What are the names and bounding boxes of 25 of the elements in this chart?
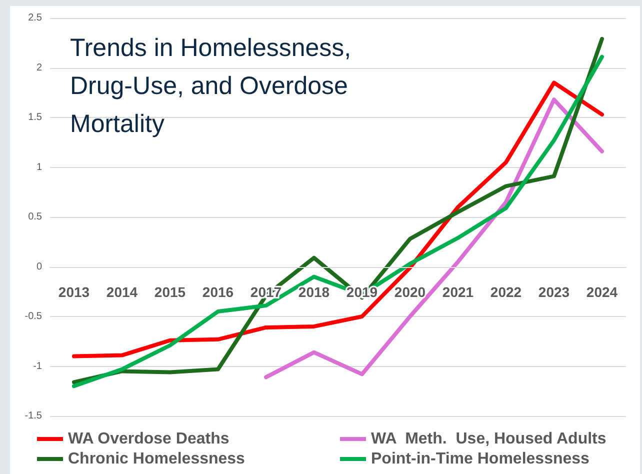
legend-label: Point-in-Time Homelessness — [371, 450, 590, 468]
x-tick-label: 2013 — [58, 284, 90, 300]
y-tick-label: -0.5 — [24, 311, 42, 322]
x-tick-label: 2018 — [298, 284, 330, 300]
x-tick-label: 2020 — [394, 284, 426, 300]
legend-label: WA Meth. Use, Housed Adults — [371, 430, 606, 448]
text: Trends in Homelessness, Drug-Use, and Overdose Mortality — [70, 34, 352, 138]
x-tick-label: 2016 — [202, 284, 234, 300]
legend-label: WA Overdose Deaths — [68, 430, 230, 448]
x-tick-label: 2019 — [346, 284, 378, 300]
x-tick-label: 2021 — [442, 284, 474, 300]
y-tick-label: 0.5 — [28, 212, 42, 222]
y-tick-label: -1.5 — [24, 410, 42, 422]
x-tick-label: 2022 — [490, 284, 522, 300]
x-tick-label: 2023 — [538, 284, 570, 300]
y-tick-label: 2 — [36, 62, 42, 74]
y-tick-label: -1 — [33, 360, 42, 372]
y-tick-label: 1 — [36, 162, 42, 173]
y-tick-label: 1.5 — [28, 112, 42, 123]
x-tick-label: 2024 — [586, 284, 618, 300]
y-tick-label: 2.5 — [28, 12, 42, 24]
x-tick-label: 2014 — [106, 284, 138, 300]
legend-label: Chronic Homelessness — [68, 450, 246, 468]
x-tick-label: 2015 — [154, 284, 186, 300]
y-tick-label: 0 — [36, 261, 42, 272]
